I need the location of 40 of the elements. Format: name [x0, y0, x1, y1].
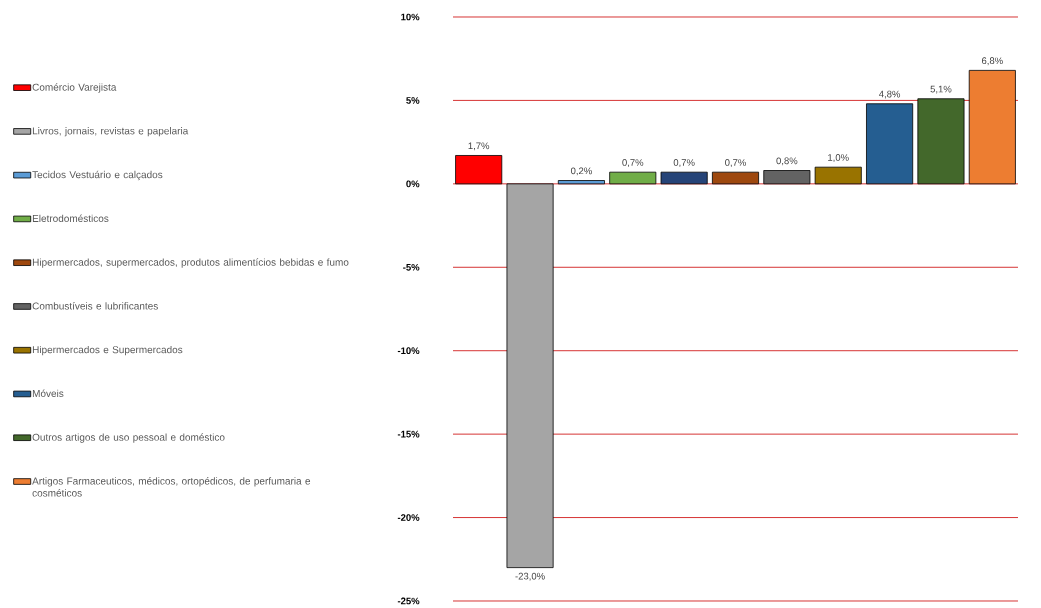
y-tick-label: -25% — [397, 597, 420, 605]
data-label: 1,7% — [468, 142, 490, 151]
bar — [968, 70, 1016, 185]
y-tick-label: 10% — [401, 13, 420, 21]
data-label: 0,7% — [673, 159, 695, 168]
bar — [609, 172, 657, 185]
data-label: 6,8% — [981, 57, 1003, 66]
bar — [814, 167, 862, 185]
data-label: 4,8% — [878, 90, 901, 99]
legend-label: Outros artigos de uso pessoal e doméstico — [32, 433, 225, 443]
legend-label: Hipermercados, supermercados, produtos alimentícios bebidas e fumo — [32, 258, 349, 268]
bar — [557, 180, 605, 185]
data-label: 0,2% — [570, 167, 592, 176]
legend-label: Eletrodomésticos — [32, 214, 109, 223]
legend-label: Artigos Farmaceuticos, médicos, ortopédicos, de perfumaria e cosméticos — [32, 477, 311, 497]
bar — [711, 172, 760, 185]
bar — [917, 98, 965, 185]
legend-label: Livros, jornais, revistas e papelaria — [32, 127, 189, 137]
bar — [506, 183, 554, 569]
data-label: 1,0% — [828, 154, 849, 163]
legend-label: Combustíveis e lubrificantes — [32, 302, 158, 310]
legend-label: Comércio Varejista — [32, 83, 117, 93]
data-label: 0,8% — [776, 157, 798, 166]
bar — [455, 155, 503, 185]
y-tick-label: 0% — [406, 180, 420, 188]
data-label: 5,1% — [930, 85, 952, 94]
bar — [660, 172, 708, 185]
data-label: -23,0% — [515, 573, 545, 581]
legend-label: Tecidos Vestuário e calçados — [32, 170, 163, 181]
data-label: 0,7% — [622, 159, 644, 168]
y-tick-label: -5% — [403, 264, 420, 271]
bar — [763, 170, 811, 185]
y-tick-label: -15% — [397, 431, 420, 438]
y-tick-label: -10% — [397, 347, 420, 355]
y-tick-label: -20% — [397, 514, 420, 522]
bar — [866, 103, 914, 185]
legend-label: Hipermercados e Supermercados — [32, 346, 183, 356]
legend-label: Móveis — [32, 389, 64, 398]
data-label: 0,7% — [725, 159, 746, 168]
y-tick-label: 5% — [406, 97, 420, 105]
